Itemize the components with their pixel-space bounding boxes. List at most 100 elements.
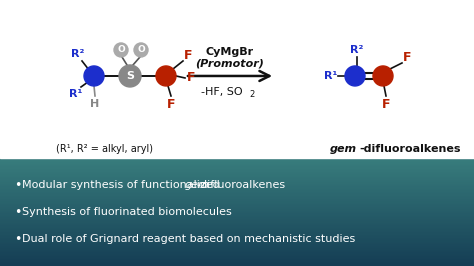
Bar — [0, 257, 474, 260]
Bar — [0, 263, 474, 265]
Bar — [0, 252, 474, 254]
Text: gem: gem — [330, 144, 357, 154]
Bar — [0, 214, 474, 217]
Bar — [0, 186, 474, 188]
Text: •: • — [14, 206, 21, 219]
Bar — [0, 207, 474, 210]
Bar — [0, 178, 474, 180]
Text: •: • — [14, 232, 21, 246]
Bar — [0, 159, 474, 161]
Text: •: • — [14, 179, 21, 192]
Bar — [0, 260, 474, 263]
Bar — [0, 245, 474, 248]
Bar — [0, 198, 474, 201]
Bar — [0, 261, 474, 264]
Bar — [0, 233, 474, 235]
Bar — [0, 230, 474, 233]
Text: F: F — [382, 98, 390, 111]
Bar — [0, 160, 474, 163]
Bar — [0, 259, 474, 261]
Bar — [0, 216, 474, 218]
Bar — [0, 185, 474, 187]
Bar — [0, 218, 474, 221]
Text: (R¹, R² = alkyl, aryl): (R¹, R² = alkyl, aryl) — [56, 144, 154, 154]
Text: -difluoroalkenes: -difluoroalkenes — [197, 180, 286, 190]
Bar — [0, 158, 474, 160]
Text: -difluoroalkenes: -difluoroalkenes — [359, 144, 461, 154]
Bar — [0, 256, 474, 259]
Bar — [0, 221, 474, 223]
Text: F: F — [167, 98, 175, 111]
Circle shape — [373, 66, 393, 86]
Text: R²: R² — [350, 45, 364, 55]
Bar — [0, 163, 474, 165]
Bar — [0, 241, 474, 244]
Bar — [0, 237, 474, 240]
Bar — [0, 197, 474, 199]
Circle shape — [119, 65, 141, 87]
Bar — [0, 192, 474, 194]
Text: H: H — [91, 99, 100, 109]
Bar — [0, 190, 474, 192]
Bar — [0, 243, 474, 245]
Text: Synthesis of fluorinated biomolecules: Synthesis of fluorinated biomolecules — [22, 207, 232, 217]
Bar — [0, 206, 474, 209]
Bar — [0, 209, 474, 211]
Text: S: S — [126, 71, 134, 81]
Bar — [0, 228, 474, 230]
Circle shape — [114, 43, 128, 57]
Text: F: F — [403, 51, 411, 64]
Bar — [0, 183, 474, 186]
Bar — [0, 205, 474, 207]
Bar — [0, 175, 474, 178]
Bar — [0, 164, 474, 167]
Bar — [0, 239, 474, 241]
Text: R¹: R¹ — [324, 71, 337, 81]
Circle shape — [345, 66, 365, 86]
Bar — [0, 210, 474, 213]
Text: O: O — [117, 45, 125, 55]
Text: F: F — [184, 49, 192, 63]
Bar — [0, 232, 474, 234]
Text: -HF, SO: -HF, SO — [201, 87, 243, 97]
Bar — [0, 213, 474, 215]
Text: R²: R² — [71, 49, 85, 59]
Text: gem: gem — [185, 180, 210, 190]
Bar — [0, 249, 474, 252]
Bar — [0, 224, 474, 226]
Text: CyMgBr: CyMgBr — [206, 47, 254, 57]
Bar — [0, 229, 474, 231]
Bar — [0, 248, 474, 250]
Bar — [0, 162, 474, 164]
Bar — [0, 225, 474, 227]
Bar — [0, 187, 474, 190]
Bar — [0, 170, 474, 172]
Bar — [0, 251, 474, 253]
Bar — [0, 0, 474, 158]
Bar — [0, 255, 474, 257]
Bar — [0, 203, 474, 206]
Bar — [0, 174, 474, 176]
Bar — [0, 201, 474, 203]
Circle shape — [134, 43, 148, 57]
Bar — [0, 244, 474, 246]
Bar — [0, 217, 474, 219]
Bar — [0, 200, 474, 202]
Bar — [0, 166, 474, 168]
Bar — [0, 167, 474, 169]
Text: 2: 2 — [249, 90, 255, 99]
Circle shape — [84, 66, 104, 86]
Bar — [0, 264, 474, 266]
Bar — [0, 194, 474, 197]
Bar — [0, 177, 474, 179]
Bar — [0, 181, 474, 183]
Text: Modular synthesis of functionalized: Modular synthesis of functionalized — [22, 180, 223, 190]
Bar — [0, 193, 474, 195]
Bar — [0, 173, 474, 175]
Bar — [0, 240, 474, 242]
Bar — [0, 247, 474, 249]
Bar — [0, 226, 474, 229]
Bar — [0, 202, 474, 205]
Circle shape — [156, 66, 176, 86]
Bar — [0, 220, 474, 222]
